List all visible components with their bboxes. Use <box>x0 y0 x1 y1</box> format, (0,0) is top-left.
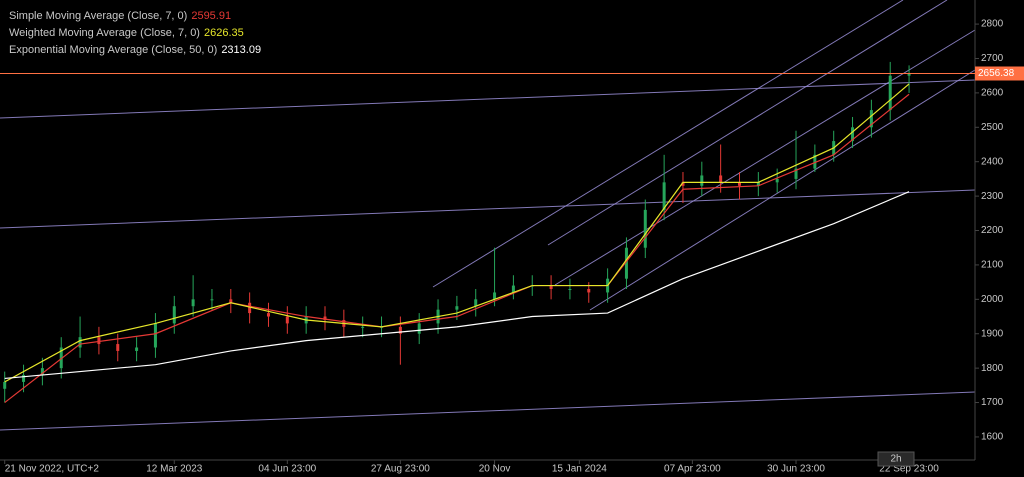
candle-body <box>681 182 685 186</box>
interval-badge <box>877 451 915 467</box>
candle-body <box>116 344 120 351</box>
candle-body <box>568 289 572 291</box>
y-tick-label: 2100 <box>981 260 1004 271</box>
candle-body <box>229 299 233 303</box>
y-tick-label: 2500 <box>981 122 1004 133</box>
price-badge <box>975 66 1024 81</box>
candle-body <box>474 299 478 307</box>
candle-body <box>888 75 892 111</box>
legend-value: 2595.91 <box>191 10 231 22</box>
candle-body <box>266 313 270 317</box>
y-tick-label: 1900 <box>981 328 1004 339</box>
trend-line <box>0 391 976 431</box>
legend-name: Simple Moving Average (Close, 7, 0) <box>9 10 187 22</box>
candle-body <box>172 306 176 324</box>
candle-body <box>775 178 779 183</box>
x-tick-label: 12 Mar 2023 <box>146 464 203 475</box>
candle-body <box>756 182 760 186</box>
candle-body <box>737 182 741 186</box>
candle-body <box>59 347 63 369</box>
candle-body <box>40 368 44 376</box>
y-tick-label: 1800 <box>981 363 1004 374</box>
legend-name: Exponential Moving Average (Close, 50, 0… <box>9 44 217 56</box>
candle-body <box>455 306 459 310</box>
candle-body <box>417 323 421 334</box>
candle-body <box>662 182 666 210</box>
x-tick-label: 22 Sep 23:00 <box>879 464 939 475</box>
trend-line <box>0 79 976 119</box>
x-tick-label: 15 Jan 2024 <box>552 464 607 475</box>
legend-value: 2626.35 <box>204 27 244 39</box>
candle-body <box>153 323 157 348</box>
y-tick-label: 2700 <box>981 53 1004 64</box>
candle-body <box>191 299 195 307</box>
candle-body <box>851 127 855 142</box>
candle-body <box>719 175 723 183</box>
legend-value: 2313.09 <box>221 44 261 56</box>
candle-body <box>493 292 497 300</box>
moving-average-line <box>4 191 910 380</box>
candle-body <box>813 154 817 169</box>
candle-body <box>869 110 873 128</box>
candle-body <box>907 73 911 76</box>
candle-body <box>361 326 365 328</box>
trend-line <box>589 69 976 311</box>
candle-body <box>794 168 798 179</box>
candle-body <box>285 316 289 324</box>
candle-body <box>511 285 515 293</box>
candle-body <box>22 375 26 382</box>
y-tick-label: 2600 <box>981 88 1004 99</box>
candle-body <box>97 337 101 345</box>
x-tick-label: 30 Jun 23:00 <box>767 464 825 475</box>
legend: Simple Moving Average (Close, 7, 0) 2595.… <box>9 10 261 56</box>
x-tick-label: 04 Jun 23:00 <box>258 464 316 475</box>
trend-line <box>0 189 976 229</box>
y-tick-label: 1600 <box>981 432 1004 443</box>
candle-body <box>323 316 327 320</box>
candle-body <box>78 337 82 348</box>
trend-line <box>554 29 976 286</box>
candle-body <box>135 347 139 351</box>
candle-body <box>624 247 628 279</box>
candle-body <box>248 302 252 314</box>
candle-body <box>3 381 7 389</box>
legend-name: Weighted Moving Average (Close, 7, 0) <box>9 27 200 39</box>
y-tick-label: 2400 <box>981 156 1004 167</box>
candle-body <box>210 299 214 301</box>
candle-body <box>587 289 591 293</box>
candle-body <box>643 209 647 248</box>
candle-body <box>398 326 402 334</box>
x-tick-label: 27 Aug 23:00 <box>371 464 430 475</box>
y-tick-label: 2200 <box>981 225 1004 236</box>
y-tick-label: 2300 <box>981 191 1004 202</box>
moving-average-line <box>4 83 910 383</box>
trend-line <box>547 0 948 246</box>
interval-label: 2h <box>890 454 901 465</box>
y-tick-label: 2800 <box>981 19 1004 30</box>
x-tick-label: 07 Apr 23:00 <box>664 464 721 475</box>
moving-average-line <box>4 93 910 404</box>
x-tick-label: 20 Nov <box>479 464 511 475</box>
trend-line <box>432 0 904 288</box>
y-tick-label: 2000 <box>981 294 1004 305</box>
y-tick-label: 1700 <box>981 397 1004 408</box>
price-label: 2656.38 <box>978 68 1015 79</box>
candle-body <box>549 285 553 290</box>
trend-lines <box>0 0 976 431</box>
x-tick-label: 21 Nov 2022, UTC+2 <box>5 464 100 475</box>
candle-body <box>700 175 704 186</box>
